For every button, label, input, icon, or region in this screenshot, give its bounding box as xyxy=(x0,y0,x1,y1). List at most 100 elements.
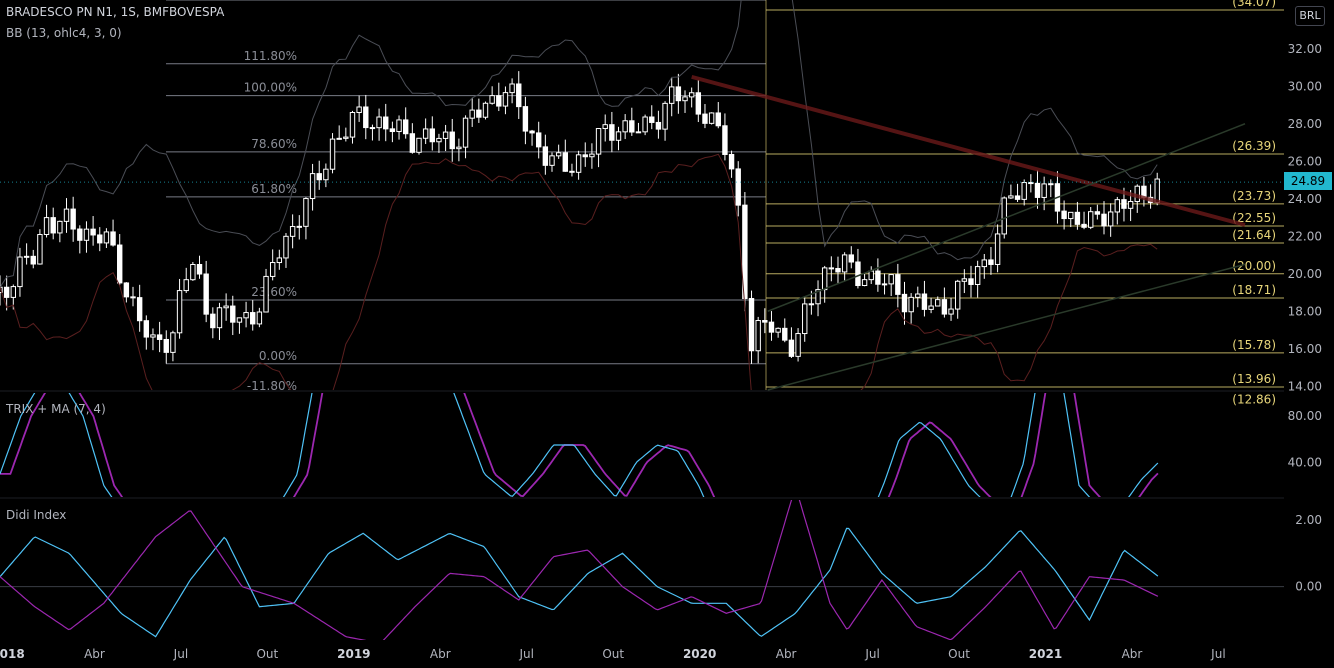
candle-body xyxy=(622,120,628,133)
candle-body xyxy=(941,299,948,315)
candle-body xyxy=(655,121,662,130)
candle-body xyxy=(629,120,635,133)
bollinger-indicator-label[interactable]: BB (13, ohlc4, 3, 0) xyxy=(6,26,122,40)
trix-ma-line xyxy=(0,393,1159,497)
candle-body xyxy=(489,95,495,104)
candle-body xyxy=(10,286,17,298)
trendline-down xyxy=(691,74,1246,227)
candle-body xyxy=(1107,211,1114,227)
candle-body xyxy=(688,92,695,98)
candle-body xyxy=(855,261,861,287)
candle-body xyxy=(263,275,269,313)
candle-body xyxy=(150,334,156,338)
time-axis-tick-label: Abr xyxy=(84,647,105,661)
candle-body xyxy=(283,235,289,259)
candle-body xyxy=(43,217,50,236)
candle-body xyxy=(755,320,761,352)
candle-body xyxy=(17,256,23,288)
candle-body xyxy=(821,267,828,291)
candle-body xyxy=(436,137,442,143)
candle-body xyxy=(509,83,515,94)
candle-body xyxy=(230,305,236,323)
candle-body xyxy=(609,124,615,141)
candle-body xyxy=(649,116,655,123)
candle-body xyxy=(63,208,70,222)
price-axis-tick-label: 14.00 xyxy=(1288,379,1322,393)
fib-level-label: 23.60% xyxy=(251,285,297,299)
candle-body xyxy=(994,233,1001,265)
price-axis-tick-label: 28.00 xyxy=(1288,117,1322,131)
candle-body xyxy=(722,125,728,155)
candle-body xyxy=(935,299,941,307)
candle-body xyxy=(429,128,435,143)
candle-body xyxy=(103,231,110,244)
didi-axis-tick-label: 0.00 xyxy=(1295,580,1322,594)
time-axis-tick-label: 2019 xyxy=(337,647,370,661)
candle-body xyxy=(768,321,775,333)
candle-body xyxy=(210,313,216,329)
candle-body xyxy=(562,152,569,172)
candle-body xyxy=(383,116,389,130)
candle-body xyxy=(516,83,522,108)
fib-level-label: 61.80% xyxy=(251,182,297,196)
candle-body xyxy=(90,228,96,236)
candle-body xyxy=(369,127,376,130)
candle-body xyxy=(323,168,329,181)
candle-body xyxy=(888,274,894,285)
candle-body xyxy=(974,266,981,285)
candle-body xyxy=(775,327,781,333)
candle-body xyxy=(163,338,169,353)
candle-body xyxy=(336,137,342,140)
candle-body xyxy=(289,226,296,237)
fib-level-label: -11.80% xyxy=(247,379,297,393)
candle-body xyxy=(555,152,562,157)
fib-price-label: (13.96) xyxy=(1232,372,1276,386)
time-axis-tick-label: 2018 xyxy=(0,647,25,661)
fib-price-label: (23.73) xyxy=(1232,189,1276,203)
currency-button[interactable]: BRL xyxy=(1295,6,1325,26)
candle-body xyxy=(848,254,854,263)
candle-body xyxy=(250,312,256,325)
candle-body xyxy=(615,131,622,141)
candle-body xyxy=(988,259,994,265)
candle-body xyxy=(422,128,429,139)
didi-pane-label[interactable]: Didi Index xyxy=(6,508,67,522)
candle-body xyxy=(476,109,482,118)
time-axis-tick-label: 2020 xyxy=(683,647,716,661)
candle-body xyxy=(329,138,336,170)
candle-body xyxy=(496,95,502,107)
time-axis-tick-label: Out xyxy=(948,647,970,661)
candle-body xyxy=(256,311,263,325)
time-axis-tick-label: Abr xyxy=(430,647,451,661)
candle-body xyxy=(190,264,196,281)
fib-level-label: 78.60% xyxy=(251,137,297,151)
candle-body xyxy=(569,170,575,173)
didi-axis-tick-label: 2.00 xyxy=(1295,513,1322,527)
candle-body xyxy=(203,273,209,315)
candle-body xyxy=(77,228,83,241)
candle-body xyxy=(502,92,509,107)
candle-body xyxy=(702,113,708,124)
candle-body xyxy=(635,131,642,134)
candle-body xyxy=(117,244,123,284)
candle-body xyxy=(728,153,735,170)
candle-body xyxy=(143,320,150,338)
time-axis-tick-label: Jul xyxy=(173,647,188,661)
candle-body xyxy=(3,286,10,298)
fib-price-label: (12.86) xyxy=(1232,393,1276,407)
candle-body xyxy=(309,173,316,200)
candle-body xyxy=(110,231,116,246)
time-axis-tick-label: Jul xyxy=(864,647,879,661)
trix-lines xyxy=(0,393,1159,497)
didi-line-b xyxy=(0,500,1159,640)
candle-body xyxy=(795,333,801,357)
candle-body xyxy=(376,116,382,129)
candles xyxy=(0,71,1160,364)
candle-body xyxy=(462,117,469,148)
candle-body xyxy=(1028,182,1034,185)
candle-body xyxy=(276,257,283,264)
trix-pane-label[interactable]: TRIX + MA (7, 4) xyxy=(6,402,106,416)
candle-body xyxy=(669,86,675,104)
fib-price-label: (26.39) xyxy=(1232,139,1276,153)
